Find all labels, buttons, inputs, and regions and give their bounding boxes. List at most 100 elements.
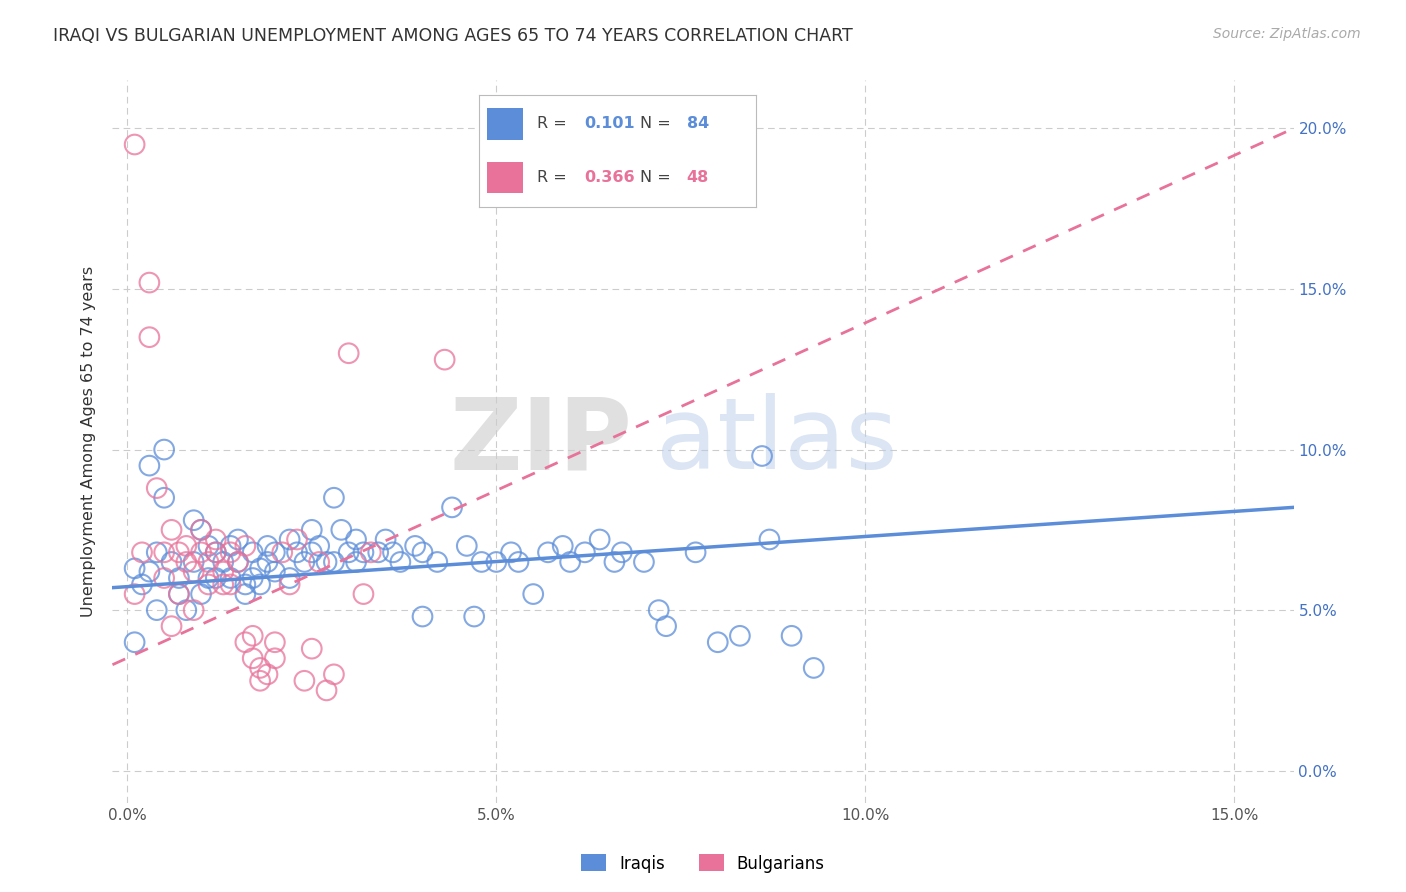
Point [233, 577, 257, 591]
Point [146, 481, 169, 495]
Point [167, 571, 190, 585]
Point [381, 545, 405, 559]
Point [301, 545, 323, 559]
Point [138, 458, 160, 473]
Point [389, 555, 412, 569]
Point [433, 352, 456, 367]
Point [138, 330, 160, 344]
Point [146, 603, 169, 617]
Point [344, 555, 367, 569]
Point [522, 587, 544, 601]
Point [301, 523, 323, 537]
Text: IRAQI VS BULGARIAN UNEMPLOYMENT AMONG AGES 65 TO 74 YEARS CORRELATION CHART: IRAQI VS BULGARIAN UNEMPLOYMENT AMONG AG… [53, 27, 853, 45]
Point [242, 545, 264, 559]
Point [463, 609, 485, 624]
Point [233, 539, 257, 553]
Point [197, 577, 219, 591]
Point [728, 629, 751, 643]
Point [337, 346, 360, 360]
Point [226, 533, 249, 547]
Point [301, 641, 323, 656]
Point [323, 491, 346, 505]
Point [249, 561, 271, 575]
Point [803, 661, 825, 675]
Point [167, 587, 190, 601]
Point [160, 555, 183, 569]
Point [226, 555, 249, 569]
Point [352, 545, 374, 559]
Point [124, 635, 146, 649]
Point [197, 555, 219, 569]
Point [183, 603, 205, 617]
Point [560, 555, 582, 569]
Point [315, 683, 337, 698]
Point [537, 545, 560, 559]
Point [183, 555, 205, 569]
Point [197, 571, 219, 585]
Point [603, 555, 626, 569]
Point [441, 500, 464, 515]
Point [647, 603, 671, 617]
Point [485, 555, 508, 569]
Point [205, 533, 228, 547]
Point [278, 533, 301, 547]
Point [367, 545, 389, 559]
Point [249, 577, 271, 591]
Point [242, 571, 264, 585]
Point [633, 555, 655, 569]
Point [501, 545, 523, 559]
Point [374, 533, 396, 547]
Point [233, 587, 257, 601]
Point [337, 545, 360, 559]
Point [323, 667, 346, 681]
Point [707, 635, 730, 649]
Point [315, 555, 337, 569]
Point [426, 555, 449, 569]
Point [124, 587, 146, 601]
Point [308, 539, 330, 553]
Point [249, 661, 271, 675]
Point [264, 651, 287, 665]
Point [174, 539, 197, 553]
Point [330, 523, 353, 537]
Point [153, 571, 176, 585]
Point [278, 571, 301, 585]
Point [183, 513, 205, 527]
Point [278, 577, 301, 591]
Point [360, 545, 382, 559]
Text: ZIP: ZIP [450, 393, 633, 490]
Point [190, 523, 212, 537]
Point [212, 555, 235, 569]
Point [352, 587, 374, 601]
Point [138, 565, 160, 579]
Point [588, 533, 610, 547]
Point [174, 555, 197, 569]
Point [308, 555, 330, 569]
Point [655, 619, 678, 633]
Text: Source: ZipAtlas.com: Source: ZipAtlas.com [1213, 27, 1361, 41]
Point [153, 442, 176, 457]
Point [205, 545, 228, 559]
Point [470, 555, 494, 569]
Point [292, 673, 315, 688]
Point [508, 555, 530, 569]
Legend: Iraqis, Bulgarians: Iraqis, Bulgarians [575, 847, 831, 880]
Point [242, 629, 264, 643]
Point [751, 449, 773, 463]
Point [183, 565, 205, 579]
Point [264, 565, 287, 579]
Point [411, 609, 433, 624]
Point [271, 545, 294, 559]
Point [124, 137, 146, 152]
Point [205, 571, 228, 585]
Point [285, 533, 308, 547]
Point [323, 555, 346, 569]
Y-axis label: Unemployment Among Ages 65 to 74 years: Unemployment Among Ages 65 to 74 years [80, 266, 96, 617]
Point [242, 651, 264, 665]
Point [344, 533, 367, 547]
Point [167, 587, 190, 601]
Point [685, 545, 707, 559]
Point [264, 635, 287, 649]
Point [190, 587, 212, 601]
Point [780, 629, 803, 643]
